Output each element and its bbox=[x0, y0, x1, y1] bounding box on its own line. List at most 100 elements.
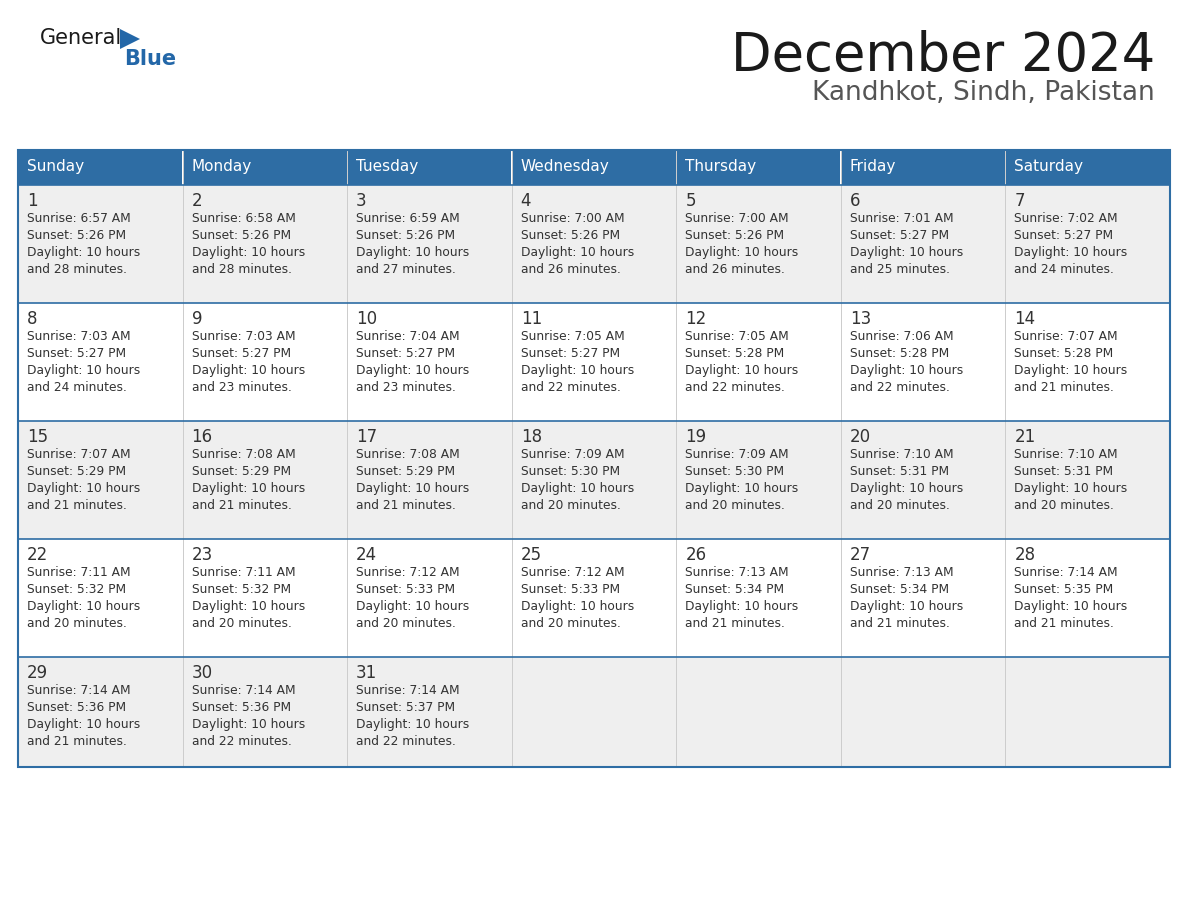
Bar bbox=[347, 150, 512, 185]
Text: Thursday: Thursday bbox=[685, 159, 757, 174]
Text: Sunrise: 7:13 AM: Sunrise: 7:13 AM bbox=[849, 566, 954, 579]
Text: Sunset: 5:26 PM: Sunset: 5:26 PM bbox=[356, 229, 455, 242]
Text: and 25 minutes.: and 25 minutes. bbox=[849, 263, 950, 276]
Bar bbox=[841, 303, 1005, 421]
Text: 28: 28 bbox=[1015, 546, 1036, 564]
Text: 13: 13 bbox=[849, 310, 871, 328]
Text: 3: 3 bbox=[356, 192, 367, 210]
Bar bbox=[841, 657, 1005, 767]
Text: 6: 6 bbox=[849, 192, 860, 210]
Text: and 27 minutes.: and 27 minutes. bbox=[356, 263, 456, 276]
Text: Daylight: 10 hours: Daylight: 10 hours bbox=[27, 600, 140, 613]
Text: and 22 minutes.: and 22 minutes. bbox=[685, 381, 785, 394]
Text: Sunrise: 6:57 AM: Sunrise: 6:57 AM bbox=[27, 212, 131, 225]
Text: Sunset: 5:29 PM: Sunset: 5:29 PM bbox=[356, 465, 455, 478]
Text: Daylight: 10 hours: Daylight: 10 hours bbox=[191, 600, 305, 613]
Bar bbox=[512, 421, 676, 539]
Text: 5: 5 bbox=[685, 192, 696, 210]
Text: Sunset: 5:27 PM: Sunset: 5:27 PM bbox=[356, 347, 455, 360]
Text: Daylight: 10 hours: Daylight: 10 hours bbox=[520, 482, 634, 495]
Bar bbox=[347, 303, 512, 421]
Text: and 20 minutes.: and 20 minutes. bbox=[27, 617, 127, 630]
Text: 24: 24 bbox=[356, 546, 378, 564]
Bar bbox=[347, 657, 512, 767]
Text: Sunset: 5:28 PM: Sunset: 5:28 PM bbox=[1015, 347, 1113, 360]
Bar bbox=[183, 150, 347, 185]
Text: Sunrise: 7:09 AM: Sunrise: 7:09 AM bbox=[520, 448, 625, 461]
Bar bbox=[183, 539, 347, 657]
Text: 23: 23 bbox=[191, 546, 213, 564]
Text: Daylight: 10 hours: Daylight: 10 hours bbox=[849, 246, 963, 259]
Text: and 21 minutes.: and 21 minutes. bbox=[27, 499, 127, 512]
Text: Daylight: 10 hours: Daylight: 10 hours bbox=[520, 246, 634, 259]
Bar bbox=[18, 539, 183, 657]
Text: Daylight: 10 hours: Daylight: 10 hours bbox=[356, 364, 469, 377]
Bar bbox=[512, 657, 676, 767]
Text: and 23 minutes.: and 23 minutes. bbox=[191, 381, 291, 394]
Text: and 20 minutes.: and 20 minutes. bbox=[1015, 499, 1114, 512]
Text: 26: 26 bbox=[685, 546, 707, 564]
Text: Wednesday: Wednesday bbox=[520, 159, 609, 174]
Bar bbox=[183, 185, 347, 303]
Bar bbox=[841, 421, 1005, 539]
Text: Sunrise: 6:58 AM: Sunrise: 6:58 AM bbox=[191, 212, 296, 225]
Text: 21: 21 bbox=[1015, 428, 1036, 446]
Text: Sunrise: 7:05 AM: Sunrise: 7:05 AM bbox=[520, 330, 625, 343]
Text: Sunrise: 7:07 AM: Sunrise: 7:07 AM bbox=[1015, 330, 1118, 343]
Text: Daylight: 10 hours: Daylight: 10 hours bbox=[191, 718, 305, 731]
Text: Sunrise: 7:14 AM: Sunrise: 7:14 AM bbox=[27, 684, 131, 697]
Bar bbox=[512, 303, 676, 421]
Text: Sunset: 5:29 PM: Sunset: 5:29 PM bbox=[27, 465, 126, 478]
Text: and 26 minutes.: and 26 minutes. bbox=[520, 263, 620, 276]
Text: and 21 minutes.: and 21 minutes. bbox=[685, 617, 785, 630]
Bar bbox=[18, 303, 183, 421]
Text: Sunset: 5:26 PM: Sunset: 5:26 PM bbox=[685, 229, 784, 242]
Bar bbox=[1005, 150, 1170, 185]
Text: Sunset: 5:30 PM: Sunset: 5:30 PM bbox=[520, 465, 620, 478]
Text: Sunset: 5:27 PM: Sunset: 5:27 PM bbox=[849, 229, 949, 242]
Text: 27: 27 bbox=[849, 546, 871, 564]
Text: and 28 minutes.: and 28 minutes. bbox=[191, 263, 291, 276]
Bar bbox=[347, 185, 512, 303]
Text: Daylight: 10 hours: Daylight: 10 hours bbox=[27, 718, 140, 731]
Text: Sunset: 5:32 PM: Sunset: 5:32 PM bbox=[191, 583, 291, 596]
Text: 20: 20 bbox=[849, 428, 871, 446]
Bar bbox=[841, 539, 1005, 657]
Bar bbox=[841, 150, 1005, 185]
Text: Sunrise: 7:13 AM: Sunrise: 7:13 AM bbox=[685, 566, 789, 579]
Bar bbox=[18, 657, 183, 767]
Text: December 2024: December 2024 bbox=[731, 30, 1155, 82]
Text: Sunrise: 7:12 AM: Sunrise: 7:12 AM bbox=[356, 566, 460, 579]
Text: Sunset: 5:28 PM: Sunset: 5:28 PM bbox=[685, 347, 784, 360]
Text: 31: 31 bbox=[356, 664, 378, 682]
Text: Daylight: 10 hours: Daylight: 10 hours bbox=[191, 246, 305, 259]
Text: Sunrise: 6:59 AM: Sunrise: 6:59 AM bbox=[356, 212, 460, 225]
Text: Sunrise: 7:14 AM: Sunrise: 7:14 AM bbox=[1015, 566, 1118, 579]
Polygon shape bbox=[120, 29, 140, 49]
Text: Sunrise: 7:08 AM: Sunrise: 7:08 AM bbox=[191, 448, 296, 461]
Text: Daylight: 10 hours: Daylight: 10 hours bbox=[1015, 246, 1127, 259]
Text: and 22 minutes.: and 22 minutes. bbox=[849, 381, 949, 394]
Text: Sunrise: 7:10 AM: Sunrise: 7:10 AM bbox=[1015, 448, 1118, 461]
Bar bbox=[18, 421, 183, 539]
Text: Sunrise: 7:01 AM: Sunrise: 7:01 AM bbox=[849, 212, 954, 225]
Text: and 20 minutes.: and 20 minutes. bbox=[685, 499, 785, 512]
Text: Sunset: 5:30 PM: Sunset: 5:30 PM bbox=[685, 465, 784, 478]
Text: 19: 19 bbox=[685, 428, 707, 446]
Text: Sunset: 5:33 PM: Sunset: 5:33 PM bbox=[520, 583, 620, 596]
Text: Sunrise: 7:02 AM: Sunrise: 7:02 AM bbox=[1015, 212, 1118, 225]
Text: and 21 minutes.: and 21 minutes. bbox=[1015, 381, 1114, 394]
Text: Sunset: 5:31 PM: Sunset: 5:31 PM bbox=[849, 465, 949, 478]
Text: Daylight: 10 hours: Daylight: 10 hours bbox=[849, 600, 963, 613]
Bar bbox=[512, 150, 676, 185]
Text: Sunset: 5:26 PM: Sunset: 5:26 PM bbox=[520, 229, 620, 242]
Text: Sunset: 5:34 PM: Sunset: 5:34 PM bbox=[849, 583, 949, 596]
Text: Daylight: 10 hours: Daylight: 10 hours bbox=[1015, 482, 1127, 495]
Text: Daylight: 10 hours: Daylight: 10 hours bbox=[849, 364, 963, 377]
Text: and 24 minutes.: and 24 minutes. bbox=[1015, 263, 1114, 276]
Text: Daylight: 10 hours: Daylight: 10 hours bbox=[685, 600, 798, 613]
Text: 7: 7 bbox=[1015, 192, 1025, 210]
Bar bbox=[676, 657, 841, 767]
Text: Sunset: 5:27 PM: Sunset: 5:27 PM bbox=[1015, 229, 1113, 242]
Text: Daylight: 10 hours: Daylight: 10 hours bbox=[27, 482, 140, 495]
